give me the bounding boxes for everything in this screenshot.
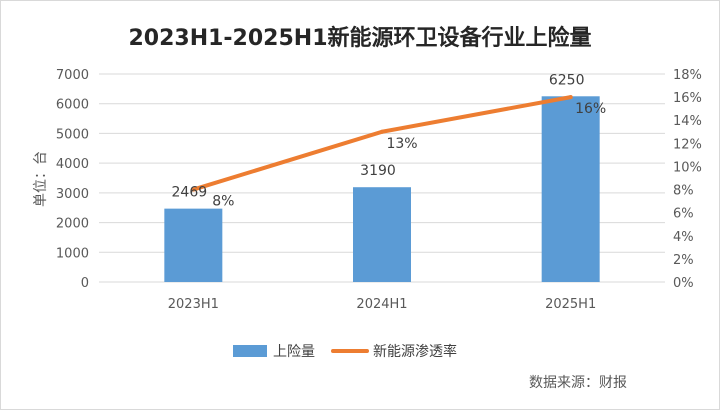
legend-label-line: 新能源渗透率 [373,343,457,360]
y-tick-label: 5000 [56,127,89,142]
line-series [191,95,573,192]
y2-tick-label: 4% [673,230,694,245]
line-data-label: 13% [386,136,417,152]
y-tick-label: 2000 [56,217,89,232]
bar [541,96,600,283]
line-point [380,129,384,134]
y2-tick-label: 2% [673,253,694,268]
y2-tick-label: 14% [673,114,702,129]
y-axis-right: 0% 2% 4% 6% 8% 10% 12% 14% 16% 18% [673,68,702,291]
data-labels: 2469 3190 6250 8% 13% 16% [172,72,607,209]
line-point [568,95,573,100]
y-tick-label: 7000 [56,68,89,83]
legend-swatch-bar [233,345,267,357]
bar-series [164,96,600,283]
bar-data-label: 6250 [549,72,585,88]
bar [353,187,411,282]
x-tick-label: 2024H1 [356,297,407,312]
bar-data-label: 3190 [360,163,396,179]
bar-data-label: 2469 [172,185,208,201]
x-axis: 2023H1 2024H1 2025H1 [168,297,596,312]
x-tick-label: 2025H1 [545,297,596,312]
bar [164,208,223,282]
x-tick-label: 2023H1 [168,297,219,312]
y-tick-label: 6000 [56,98,89,113]
chart-title: 2023H1-2025H1新能源环卫设备行业上险量 [128,25,591,51]
y-tick-label: 1000 [56,246,89,261]
y-axis-left: 0 1000 2000 3000 4000 5000 6000 7000 [56,68,89,291]
legend: 上险量 新能源渗透率 [233,343,457,360]
y2-tick-label: 12% [673,137,702,152]
y2-tick-label: 16% [673,91,702,106]
y-tick-label: 0 [81,276,89,291]
line-data-label: 16% [575,101,606,117]
source-note: 数据来源：财报 [529,375,627,391]
y-tick-label: 4000 [56,157,89,172]
y-tick-label: 3000 [56,187,89,202]
y2-tick-label: 6% [673,207,694,222]
y2-tick-label: 18% [673,68,702,83]
y2-tick-label: 0% [673,276,694,291]
line-data-label: 8% [212,194,234,210]
legend-label-bar: 上险量 [273,344,315,360]
y2-tick-label: 10% [673,160,702,175]
y2-tick-label: 8% [673,184,694,199]
y-axis-title: 单位：台 [33,151,49,207]
line-point [191,187,196,192]
